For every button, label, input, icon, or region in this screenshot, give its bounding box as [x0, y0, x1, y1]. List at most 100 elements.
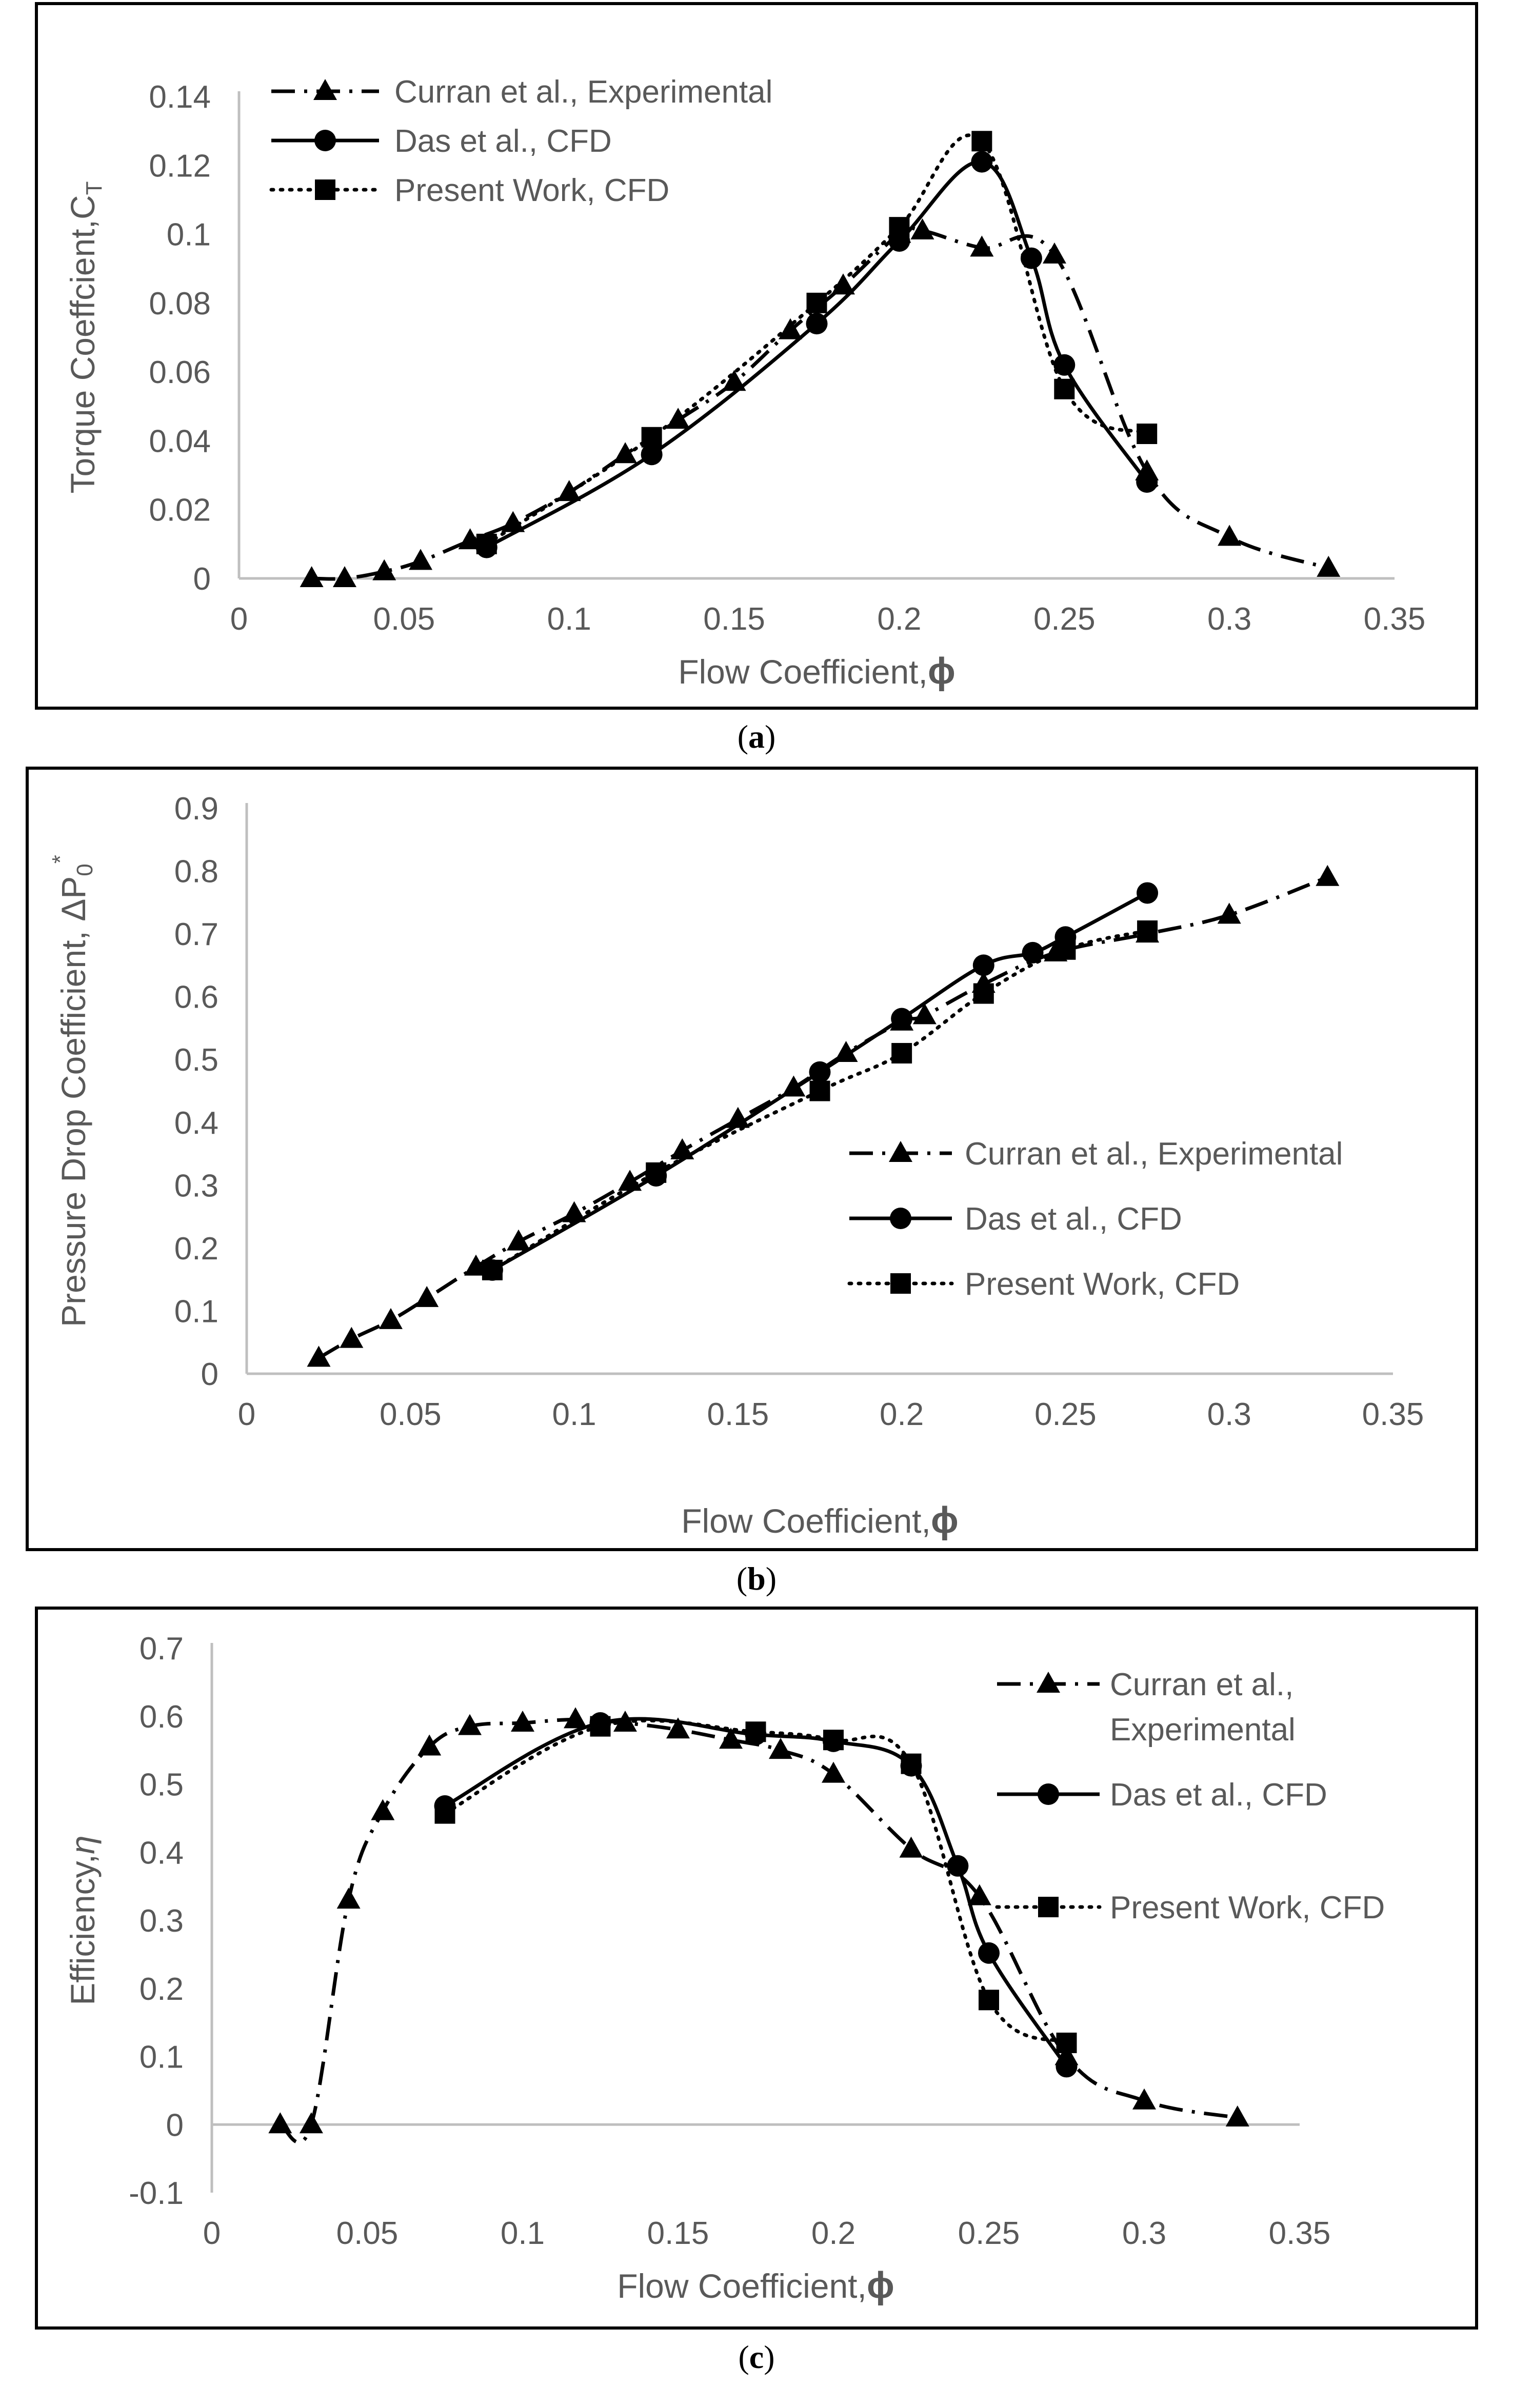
- y-tick-label: 0.9: [174, 791, 218, 827]
- data-point: [613, 442, 638, 464]
- data-point: [1316, 865, 1340, 886]
- data-point: [457, 1714, 482, 1735]
- data-point: [1055, 939, 1076, 960]
- x-tick-label: 0: [238, 1397, 255, 1432]
- data-point: [973, 983, 994, 1004]
- data-point: [901, 1753, 922, 1774]
- data-point: [1217, 902, 1241, 924]
- legend-marker: [1038, 1897, 1059, 1917]
- data-point: [371, 1799, 395, 1820]
- data-point: [417, 1734, 442, 1756]
- legend-item: Das et al., CFD: [849, 1201, 1182, 1237]
- data-point: [722, 370, 746, 391]
- y-tick-label: 0.06: [149, 355, 211, 390]
- legend-label: Present Work, CFD: [394, 173, 669, 208]
- legend-label: Das et al., CFD: [1110, 1777, 1327, 1813]
- data-point: [332, 566, 356, 587]
- x-tick-label: 0.15: [703, 601, 765, 637]
- legend-marker: [314, 130, 336, 151]
- data-point: [1056, 2056, 1078, 2078]
- legend-item: Das et al., CFD: [997, 1777, 1327, 1813]
- y-tick-label: 0.1: [140, 2040, 184, 2075]
- y-tick-label: 0.3: [140, 1903, 184, 1939]
- x-axis-title: Flow Coefficient,ϕ: [681, 1500, 959, 1541]
- chart-panel-a: 0 0.05 0.1 0.15 0.2 0.25 0.3 0.35 0 0.02 0.04 0.06 0…: [35, 2, 1478, 710]
- y-tick-label: 0.6: [140, 1699, 184, 1735]
- legend-marker: [890, 1208, 911, 1229]
- data-point: [806, 313, 828, 335]
- legend-label: Present Work, CFD: [965, 1267, 1240, 1302]
- data-point: [889, 217, 910, 238]
- data-point: [1056, 2032, 1077, 2053]
- series-line: [317, 875, 1328, 1360]
- data-point: [1053, 354, 1076, 376]
- data-point: [971, 131, 992, 152]
- data-point: [300, 566, 324, 587]
- series-triangle: [300, 218, 1341, 587]
- series-triangle: [268, 1707, 1249, 2144]
- legend-marker: [313, 79, 337, 100]
- data-point: [379, 1308, 403, 1329]
- y-axis-title: Torque Coeffcient,CT: [64, 182, 107, 494]
- data-point: [641, 427, 662, 448]
- torque-coefficient-chart: 0 0.05 0.1 0.15 0.2 0.25 0.3 0.35 0 0.02 0.04 0.06 0…: [64, 74, 1426, 692]
- x-tick-label: 0.35: [1269, 2216, 1331, 2251]
- data-point: [415, 1286, 439, 1307]
- x-tick-label: 0.2: [811, 2216, 855, 2251]
- legend-label: Das et al., CFD: [394, 124, 612, 159]
- data-point: [641, 444, 663, 466]
- data-point: [719, 1728, 743, 1749]
- x-tick-label: 0.35: [1364, 601, 1426, 637]
- x-tick-label: 0.05: [336, 2216, 399, 2251]
- y-tick-label: 0.1: [167, 217, 211, 253]
- data-point: [1042, 242, 1066, 264]
- x-tick-label: 0.15: [647, 2216, 709, 2251]
- data-point: [409, 549, 433, 570]
- legend-label: Das et al., CFD: [965, 1201, 1182, 1237]
- data-point: [307, 1346, 331, 1367]
- y-tick-label: 0.3: [174, 1168, 218, 1203]
- data-point: [899, 1836, 923, 1858]
- x-tick-label: 0.3: [1207, 601, 1251, 637]
- legend-marker: [890, 1273, 911, 1294]
- y-tick-label: -0.1: [129, 2176, 184, 2211]
- series-line: [490, 929, 1149, 1272]
- y-tick-label: 0.4: [140, 1835, 184, 1871]
- caption-c: (c): [738, 2339, 775, 2375]
- x-axis-title: Flow Coefficient,ϕ: [617, 2265, 894, 2306]
- y-axis-title: Efficiency,η: [64, 1835, 102, 2005]
- chart-panel-c: 0 0.05 0.1 0.15 0.2 0.25 0.3 0.35 -0.1 0 0.1 0.2 0.3…: [35, 1607, 1478, 2330]
- data-point: [779, 318, 803, 339]
- y-tick-label: 0.4: [174, 1106, 218, 1141]
- series-line: [444, 1717, 1068, 2068]
- legend-item: Present Work, CFD: [995, 1890, 1385, 1925]
- data-point: [340, 1327, 364, 1348]
- caption-a: (a): [737, 718, 776, 755]
- data-point: [501, 511, 525, 532]
- legend-item: Curran et al., Experimental: [997, 1667, 1296, 1748]
- y-tick-label: 0.5: [140, 1768, 184, 1803]
- data-point: [268, 2112, 292, 2134]
- data-point: [1136, 471, 1158, 493]
- data-point: [458, 528, 482, 550]
- data-point: [970, 235, 994, 257]
- data-point: [476, 533, 497, 554]
- legend-label: Curran et al., Experimental: [394, 74, 772, 110]
- data-point: [1137, 424, 1158, 444]
- legend: Curran et al., Experimental Das et al., CF…: [995, 1667, 1385, 1925]
- data-point: [482, 1259, 503, 1280]
- legend-item: Das et al., CFD: [271, 124, 612, 159]
- legend-item: Curran et al., Experimental: [271, 74, 772, 110]
- y-tick-label: 0.14: [149, 79, 211, 115]
- data-point: [823, 1730, 844, 1751]
- data-point: [1132, 2088, 1156, 2110]
- x-tick-label: 0.25: [1033, 601, 1096, 637]
- data-point: [891, 1008, 913, 1030]
- legend-label-line2: Experimental: [1110, 1712, 1296, 1748]
- data-point: [511, 1711, 534, 1732]
- data-point: [1317, 555, 1341, 577]
- legend-label: Present Work, CFD: [1110, 1890, 1385, 1925]
- x-tick-label: 0.1: [501, 2216, 545, 2251]
- chart-panel-b: 0 0.05 0.1 0.15 0.2 0.25 0.3 0.35 0 0.1 0.2 0.3 0.4 0…: [26, 767, 1478, 1551]
- y-tick-label: 0.2: [140, 1972, 184, 2007]
